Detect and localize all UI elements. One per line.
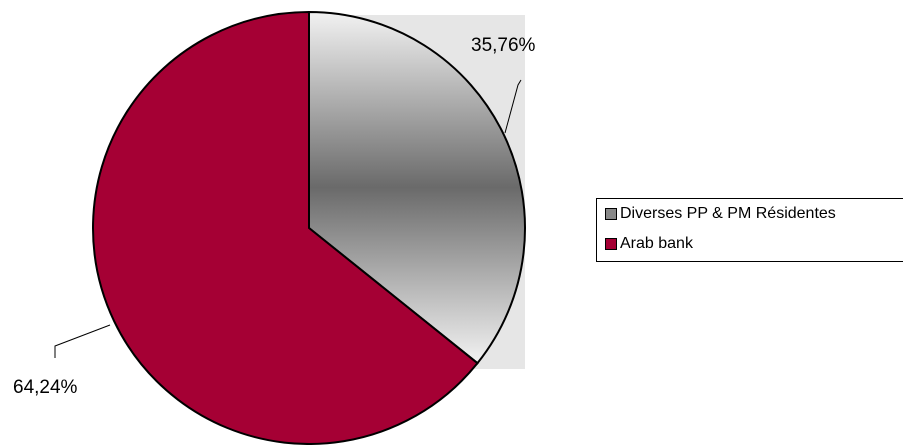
legend-label-arab-bank: Arab bank (620, 235, 693, 252)
legend: Diverses PP & PM Résidentes Arab bank (596, 198, 903, 262)
pie-slice-diverses (308, 10, 527, 365)
legend-label-diverses: Diverses PP & PM Résidentes (620, 205, 836, 222)
data-label-slice-0: 35,76% (471, 35, 536, 56)
data-label-slice-1: 64,24% (13, 377, 78, 398)
legend-item-arab-bank: Arab bank (605, 235, 693, 253)
legend-swatch-diverses (605, 208, 617, 220)
legend-item-diverses: Diverses PP & PM Résidentes (605, 205, 836, 223)
pie-slice-arab-bank (92, 10, 479, 445)
leader-line-slice-1 (54, 324, 111, 358)
legend-swatch-arab-bank (605, 238, 617, 250)
leader-line-slice-0 (504, 79, 522, 134)
